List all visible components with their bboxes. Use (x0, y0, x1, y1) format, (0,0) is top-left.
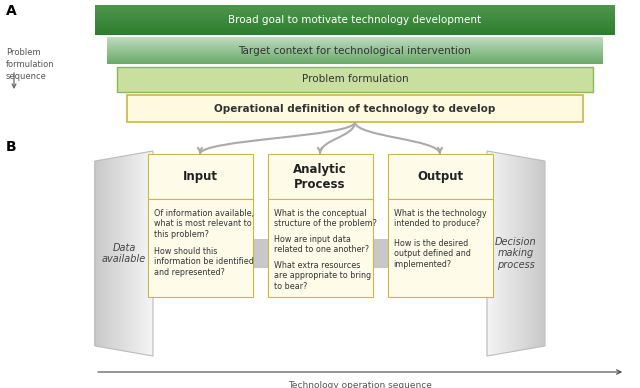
FancyBboxPatch shape (268, 154, 372, 199)
FancyBboxPatch shape (147, 199, 253, 297)
FancyBboxPatch shape (107, 44, 603, 45)
FancyBboxPatch shape (95, 13, 615, 14)
FancyBboxPatch shape (95, 26, 615, 27)
FancyBboxPatch shape (107, 40, 603, 41)
FancyBboxPatch shape (107, 38, 603, 39)
FancyBboxPatch shape (95, 27, 615, 28)
FancyBboxPatch shape (107, 46, 603, 47)
Text: Operational definition of technology to develop: Operational definition of technology to … (214, 104, 496, 114)
Text: B: B (6, 140, 17, 154)
Text: Data
available: Data available (102, 243, 146, 264)
Text: How is the desired
output defined and
implemented?: How is the desired output defined and im… (394, 239, 470, 269)
FancyBboxPatch shape (147, 154, 253, 199)
FancyBboxPatch shape (95, 17, 615, 18)
FancyBboxPatch shape (107, 51, 603, 52)
FancyBboxPatch shape (95, 18, 615, 19)
Text: A: A (6, 4, 17, 18)
FancyBboxPatch shape (107, 43, 603, 44)
FancyBboxPatch shape (107, 62, 603, 63)
FancyBboxPatch shape (107, 37, 603, 38)
FancyBboxPatch shape (95, 31, 615, 32)
FancyBboxPatch shape (95, 10, 615, 11)
FancyBboxPatch shape (95, 15, 615, 16)
Text: What is the technology
intended to produce?: What is the technology intended to produ… (394, 209, 486, 229)
FancyBboxPatch shape (95, 5, 615, 6)
Text: What extra resources
are appropriate to bring
to bear?: What extra resources are appropriate to … (273, 261, 371, 291)
FancyBboxPatch shape (95, 24, 615, 25)
FancyBboxPatch shape (127, 95, 583, 122)
FancyBboxPatch shape (95, 7, 615, 8)
FancyBboxPatch shape (95, 11, 615, 12)
FancyBboxPatch shape (107, 56, 603, 57)
Text: Analytic
Process: Analytic Process (293, 163, 347, 191)
FancyBboxPatch shape (95, 9, 615, 10)
FancyBboxPatch shape (107, 55, 603, 56)
Text: How are input data
related to one another?: How are input data related to one anothe… (273, 235, 369, 255)
FancyBboxPatch shape (95, 29, 615, 30)
FancyBboxPatch shape (107, 39, 603, 40)
Text: Target context for technological intervention: Target context for technological interve… (239, 45, 472, 55)
FancyBboxPatch shape (107, 42, 603, 43)
FancyBboxPatch shape (95, 12, 615, 13)
Text: Decision
making
process: Decision making process (495, 237, 537, 270)
Text: How should this
information be identified
and represented?: How should this information be identifie… (154, 247, 253, 277)
FancyBboxPatch shape (95, 23, 615, 24)
FancyBboxPatch shape (95, 34, 615, 35)
FancyBboxPatch shape (95, 21, 615, 22)
FancyBboxPatch shape (107, 60, 603, 61)
Text: Technology operation sequence: Technology operation sequence (288, 381, 432, 388)
Text: What is the conceptual
structure of the problem?: What is the conceptual structure of the … (273, 209, 376, 229)
FancyBboxPatch shape (107, 49, 603, 50)
FancyBboxPatch shape (107, 59, 603, 60)
Text: Broad goal to motivate technology development: Broad goal to motivate technology develo… (228, 15, 481, 25)
Text: Problem
formulation
sequence: Problem formulation sequence (6, 48, 54, 81)
FancyBboxPatch shape (107, 57, 603, 58)
FancyBboxPatch shape (107, 58, 603, 59)
FancyBboxPatch shape (107, 53, 603, 54)
FancyBboxPatch shape (107, 63, 603, 64)
FancyBboxPatch shape (387, 154, 493, 199)
FancyBboxPatch shape (95, 25, 615, 26)
FancyBboxPatch shape (268, 199, 372, 297)
Text: Of information available,
what is most relevant to
this problem?: Of information available, what is most r… (154, 209, 253, 239)
FancyBboxPatch shape (95, 6, 615, 7)
FancyBboxPatch shape (107, 54, 603, 55)
FancyBboxPatch shape (107, 47, 603, 48)
FancyBboxPatch shape (95, 32, 615, 33)
FancyBboxPatch shape (95, 20, 615, 21)
FancyBboxPatch shape (117, 67, 593, 92)
Text: Output: Output (417, 170, 463, 183)
Text: Input: Input (182, 170, 218, 183)
FancyBboxPatch shape (95, 16, 615, 17)
FancyBboxPatch shape (95, 19, 615, 20)
FancyBboxPatch shape (95, 22, 615, 23)
FancyBboxPatch shape (95, 33, 615, 34)
FancyBboxPatch shape (107, 61, 603, 62)
FancyBboxPatch shape (387, 199, 493, 297)
FancyBboxPatch shape (107, 50, 603, 51)
FancyBboxPatch shape (107, 41, 603, 42)
Text: Problem formulation: Problem formulation (301, 74, 408, 85)
FancyBboxPatch shape (95, 14, 615, 15)
Polygon shape (152, 234, 488, 272)
FancyBboxPatch shape (107, 48, 603, 49)
FancyBboxPatch shape (95, 8, 615, 9)
FancyBboxPatch shape (107, 52, 603, 53)
FancyBboxPatch shape (107, 45, 603, 46)
FancyBboxPatch shape (95, 30, 615, 31)
FancyBboxPatch shape (95, 28, 615, 29)
